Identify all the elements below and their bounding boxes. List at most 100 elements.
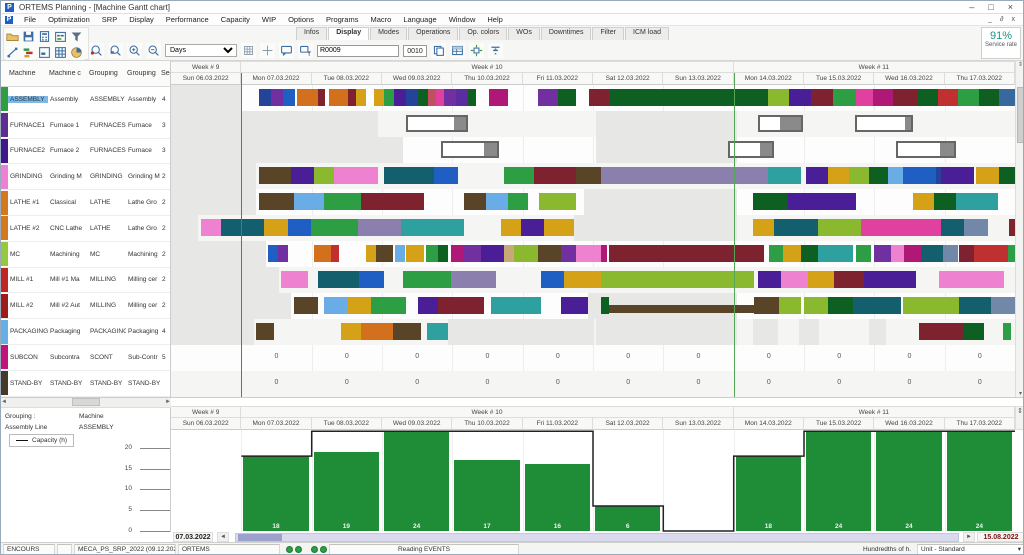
scroll-updown-icon[interactable]: ⇕ bbox=[1017, 62, 1024, 68]
operation-bar[interactable] bbox=[281, 271, 308, 288]
operation-bar[interactable] bbox=[538, 89, 558, 106]
machine-row-subcon[interactable]: SUBCON Subcontra SCONT Sub-Contr 5 bbox=[1, 345, 170, 371]
operation-bar[interactable] bbox=[504, 245, 514, 262]
operation-bar[interactable] bbox=[849, 167, 869, 184]
mdi-close-button[interactable]: x bbox=[1011, 16, 1016, 23]
operation-bar[interactable] bbox=[874, 245, 891, 262]
menu-options[interactable]: Options bbox=[288, 15, 314, 24]
operation-bar[interactable] bbox=[331, 245, 339, 262]
scrollbar-thumb[interactable] bbox=[72, 398, 100, 406]
batch-container-bar[interactable] bbox=[855, 115, 913, 132]
operation-bar[interactable] bbox=[371, 297, 406, 314]
operation-bar[interactable] bbox=[601, 297, 609, 314]
column-header-machine[interactable]: Machine bbox=[9, 70, 36, 77]
operation-bar[interactable] bbox=[334, 167, 378, 184]
operation-bar[interactable] bbox=[781, 271, 808, 288]
operation-bar[interactable] bbox=[201, 219, 221, 236]
operation-bar[interactable] bbox=[999, 167, 1015, 184]
operation-bar[interactable] bbox=[361, 193, 424, 210]
menu-performance[interactable]: Performance bbox=[165, 15, 209, 24]
operation-bar[interactable] bbox=[268, 245, 278, 262]
menu-programs[interactable]: Programs bbox=[325, 15, 359, 24]
operation-bar[interactable] bbox=[828, 297, 853, 314]
operation-bar[interactable] bbox=[256, 323, 274, 340]
operation-bar[interactable] bbox=[789, 89, 811, 106]
tab-modes[interactable]: Modes bbox=[370, 27, 408, 40]
operation-bar[interactable] bbox=[913, 193, 934, 210]
zoom-out-icon[interactable] bbox=[146, 43, 161, 58]
scroll-next-button[interactable]: ► bbox=[963, 532, 975, 542]
grid-icon[interactable] bbox=[241, 43, 256, 58]
operation-bar[interactable] bbox=[288, 219, 311, 236]
scroll-left-icon[interactable]: ◄ bbox=[1, 399, 7, 405]
operation-bar[interactable] bbox=[438, 245, 448, 262]
operation-bar[interactable] bbox=[297, 89, 318, 106]
operation-bar[interactable] bbox=[427, 323, 448, 340]
operation-bar[interactable] bbox=[456, 89, 468, 106]
operation-bar[interactable] bbox=[259, 89, 271, 106]
operation-bar[interactable] bbox=[856, 245, 871, 262]
machine-row-furnace2[interactable]: FURNACE2 Furnace 2 FURNACES Furnace 3 bbox=[1, 138, 170, 165]
calculator-icon[interactable] bbox=[37, 29, 52, 44]
operation-bar[interactable] bbox=[393, 323, 421, 340]
operation-bar[interactable] bbox=[918, 89, 938, 106]
machine-row-furnace1[interactable]: FURNACE1 Furnace 1 FURNACES Furnace 3 bbox=[1, 113, 170, 139]
operation-bar[interactable] bbox=[394, 89, 406, 106]
operation-bar[interactable] bbox=[609, 89, 768, 106]
machine-row-stand-by[interactable]: STAND-BY STAND-BY STAND-BY STAND-BY bbox=[1, 371, 170, 397]
column-header-section[interactable]: Section bbox=[161, 70, 170, 77]
gantt-color-icon[interactable] bbox=[21, 45, 36, 60]
operation-bar[interactable] bbox=[259, 193, 294, 210]
column-header-grouping[interactable]: Grouping bbox=[89, 70, 118, 77]
operation-bar[interactable] bbox=[356, 89, 366, 106]
filter-icon[interactable] bbox=[69, 29, 84, 44]
end-date-field[interactable]: 15.08.2022 bbox=[977, 532, 1023, 542]
operation-bar[interactable] bbox=[921, 245, 943, 262]
operation-bar[interactable] bbox=[418, 297, 438, 314]
operation-bar[interactable] bbox=[539, 193, 576, 210]
operation-bar[interactable] bbox=[753, 193, 788, 210]
menu-wip[interactable]: WIP bbox=[261, 15, 277, 24]
batch-container-bar[interactable] bbox=[758, 115, 803, 132]
operation-bar[interactable] bbox=[601, 167, 768, 184]
menu-help[interactable]: Help bbox=[487, 15, 503, 24]
operation-bar[interactable] bbox=[783, 245, 801, 262]
operation-bar[interactable] bbox=[481, 245, 504, 262]
open-folder-icon[interactable] bbox=[5, 29, 20, 44]
operation-bar[interactable] bbox=[406, 245, 424, 262]
operation-bar[interactable] bbox=[864, 271, 916, 288]
menu-macro[interactable]: Macro bbox=[370, 15, 392, 24]
operation-bar[interactable] bbox=[329, 89, 348, 106]
operation-bar[interactable] bbox=[828, 167, 849, 184]
chart-scroll-updown-icon[interactable]: ⇕ bbox=[1015, 406, 1023, 430]
workflow-icon[interactable] bbox=[469, 43, 484, 58]
menu-language[interactable]: Language bbox=[403, 15, 437, 24]
planning-board-icon[interactable] bbox=[53, 29, 68, 44]
operation-bar[interactable] bbox=[976, 167, 999, 184]
tab-downtimes[interactable]: Downtimes bbox=[540, 27, 592, 40]
operation-bar[interactable] bbox=[753, 219, 774, 236]
operation-bar[interactable] bbox=[589, 89, 609, 106]
operation-bar[interactable] bbox=[359, 271, 384, 288]
operation-bar[interactable] bbox=[434, 167, 458, 184]
operation-bar[interactable] bbox=[426, 245, 438, 262]
column-header-machine-c[interactable]: Machine c bbox=[49, 70, 81, 77]
operation-bar[interactable] bbox=[451, 245, 464, 262]
maximize-button[interactable]: □ bbox=[988, 2, 994, 12]
gantt-small-icon[interactable] bbox=[37, 45, 52, 60]
operation-bar[interactable] bbox=[314, 167, 334, 184]
operation-bar[interactable] bbox=[938, 89, 958, 106]
operation-bar[interactable] bbox=[853, 297, 901, 314]
operation-bar[interactable] bbox=[501, 219, 521, 236]
copy-icon[interactable] bbox=[431, 43, 446, 58]
operation-bar[interactable] bbox=[934, 193, 956, 210]
operation-bar[interactable] bbox=[561, 245, 576, 262]
operation-bar[interactable] bbox=[264, 219, 288, 236]
operation-bar[interactable] bbox=[834, 271, 864, 288]
unit-select[interactable]: Unit - Standard ▾ bbox=[917, 544, 1023, 554]
scrollbar-thumb[interactable] bbox=[1017, 87, 1023, 143]
tab-op-colors[interactable]: Op. colors bbox=[459, 27, 508, 40]
operation-bar[interactable] bbox=[221, 219, 264, 236]
menu-window[interactable]: Window bbox=[448, 15, 476, 24]
scroll-prev-button[interactable]: ◄ bbox=[217, 532, 229, 542]
